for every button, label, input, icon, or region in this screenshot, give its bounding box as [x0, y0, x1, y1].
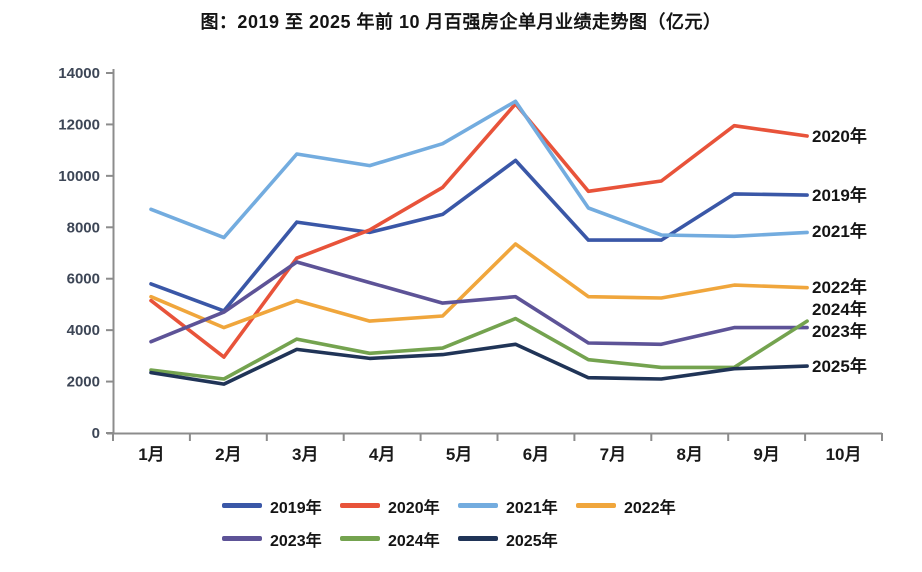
legend-item-2025年: 2025年: [458, 525, 576, 552]
legend-label: 2022年: [624, 499, 676, 517]
series-line-2021年: [149, 99, 809, 240]
y-tick-label: 6000: [67, 271, 100, 288]
series-line-2020年: [149, 102, 809, 359]
legend-swatch-2020年: [340, 503, 380, 508]
y-tick-label: 2000: [67, 374, 100, 391]
series-end-label-2021年: 2021年: [812, 221, 867, 241]
x-tick-label: 7月: [600, 445, 626, 464]
x-tick-label: 2月: [215, 445, 241, 464]
legend-item-2024年: 2024年: [340, 525, 458, 552]
legend-label: 2023年: [270, 532, 322, 550]
x-tick-label: 3月: [292, 445, 318, 464]
series-line-2025年: [149, 342, 809, 386]
y-tick-label: 10000: [58, 168, 100, 185]
series-line-2022年: [149, 242, 809, 330]
legend-item-2023年: 2023年: [222, 525, 340, 552]
legend-label: 2019年: [270, 499, 322, 517]
legend-label: 2024年: [388, 532, 440, 550]
x-tick-label: 1月: [138, 445, 164, 464]
x-tick-label: 5月: [446, 445, 472, 464]
x-tick-label: 10月: [826, 445, 862, 464]
legend-swatch-2022年: [576, 503, 616, 508]
legend-item-2021年: 2021年: [458, 492, 576, 519]
y-tick-label: 12000: [58, 116, 100, 133]
legend-swatch-2019年: [222, 503, 262, 508]
y-tick-label: 14000: [58, 65, 100, 82]
series-line-2024年: [149, 316, 809, 381]
x-tick-label: 4月: [369, 445, 395, 464]
series-line-2023年: [149, 260, 809, 347]
legend-label: 2025年: [506, 532, 558, 550]
series-end-label-2024年: 2024年: [812, 299, 867, 319]
legend-swatch-2021年: [458, 503, 498, 508]
legend-swatch-2024年: [340, 536, 380, 541]
legend-label: 2021年: [506, 499, 558, 517]
series-end-label-2025年: 2025年: [812, 356, 867, 376]
chart-title: 图：2019 至 2025 年前 10 月百强房企单月业绩走势图（亿元）: [200, 12, 722, 32]
x-tick-label: 6月: [523, 445, 549, 464]
series-line-2019年: [149, 158, 809, 313]
legend-label: 2020年: [388, 499, 440, 517]
chart-legend: 2019年 2020年 2021年 2022年 2023年 2024年 2025年: [222, 492, 727, 558]
series-end-label-2022年: 2022年: [812, 277, 867, 297]
legend-item-2019年: 2019年: [222, 492, 340, 519]
legend-item-2022年: 2022年: [576, 492, 694, 519]
legend-swatch-2025年: [458, 536, 498, 541]
x-tick-label: 8月: [677, 445, 703, 464]
y-tick-label: 8000: [67, 219, 100, 236]
legend-item-2020年: 2020年: [340, 492, 458, 519]
y-tick-label: 4000: [67, 322, 100, 339]
series-end-label-2019年: 2019年: [812, 185, 867, 205]
legend-swatch-2023年: [222, 536, 262, 541]
series-end-label-2023年: 2023年: [812, 321, 867, 341]
series-end-label-2020年: 2020年: [812, 126, 867, 146]
x-tick-label: 9月: [753, 445, 779, 464]
y-tick-label: 0: [92, 425, 100, 442]
